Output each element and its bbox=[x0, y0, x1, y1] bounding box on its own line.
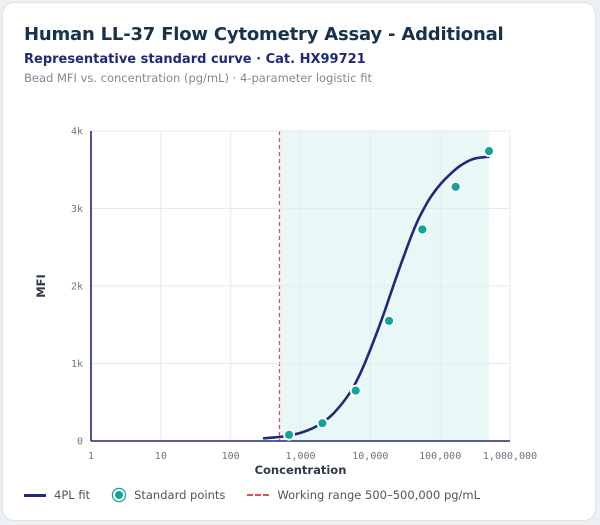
chart-title: Human LL-37 Flow Cytometry Assay - Addit… bbox=[24, 24, 504, 45]
x-tick-label: 100,000 bbox=[419, 451, 461, 462]
standard-point bbox=[449, 180, 462, 193]
legend-range-label: Working range 500–500,000 pg/mL bbox=[277, 488, 481, 502]
x-tick-label: 100 bbox=[222, 451, 240, 462]
standard-point bbox=[283, 428, 295, 441]
standard-point bbox=[316, 417, 329, 430]
legend-dot-swatch bbox=[112, 488, 126, 502]
standard-curve-chart: 1 10 100 1,000 10,000 100,000 1,000,000 0 1k 2k 3k… bbox=[34, 127, 537, 478]
legend-fit-label: 4PL fit bbox=[54, 488, 91, 502]
legend-dash-swatch bbox=[247, 494, 270, 496]
x-tick-label: 1,000 bbox=[285, 451, 315, 462]
y-tick-label: 1k bbox=[71, 359, 83, 370]
x-tick-label: 1 bbox=[88, 451, 94, 462]
fit-line bbox=[262, 155, 491, 440]
legend-item-points[interactable]: Standard points bbox=[112, 488, 225, 502]
x-tick-label: 10,000 bbox=[352, 451, 388, 462]
x-tick-label: 1,000,000 bbox=[483, 451, 537, 462]
legend-line-swatch bbox=[24, 493, 46, 497]
legend-item-fit[interactable]: 4PL fit bbox=[24, 488, 90, 502]
legend-item-working-range[interactable]: Working range 500–500,000 pg/mL bbox=[247, 488, 480, 502]
chart-legend: 4PL fit Standard points Working range 50… bbox=[24, 488, 502, 502]
standard-point bbox=[349, 384, 362, 397]
x-axis-title: Concentration bbox=[255, 463, 347, 477]
chart-subtitle: Representative standard curve · Cat. HX9… bbox=[24, 52, 366, 67]
y-tick-label: 0 bbox=[77, 437, 83, 448]
standard-point bbox=[383, 314, 395, 327]
chart-caption: Bead MFI vs. concentration (pg/mL) · 4-p… bbox=[24, 71, 372, 85]
standard-point bbox=[483, 145, 495, 158]
legend-points-label: Standard points bbox=[134, 488, 226, 502]
y-axis-title: MFI bbox=[34, 274, 48, 298]
x-tick-label: 10 bbox=[155, 451, 167, 462]
standard-point bbox=[416, 223, 429, 236]
y-tick-label: 3k bbox=[71, 204, 83, 215]
y-tick-label: 4k bbox=[71, 127, 83, 138]
y-tick-label: 2k bbox=[71, 282, 83, 293]
